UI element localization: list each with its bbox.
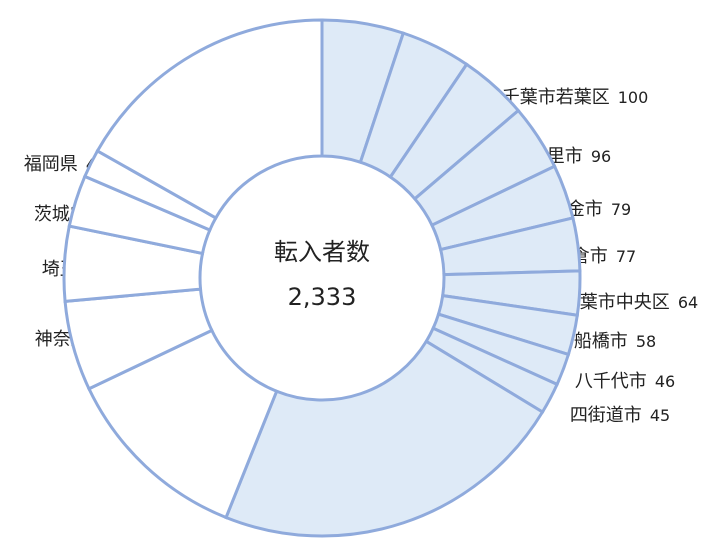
slice-value: 64 (678, 293, 698, 312)
slice-name: 船橋市 (574, 331, 628, 352)
slice-label: 船橋市 58 (574, 331, 656, 352)
center-title: 転入者数 (274, 238, 370, 266)
slice-value: 58 (636, 332, 656, 351)
slice-name: 四街道市 (570, 405, 642, 426)
slice (95, 18, 324, 220)
slice-value: 96 (591, 147, 611, 166)
slice-name: 福岡県 (24, 154, 78, 175)
slices (62, 18, 582, 538)
slice-value: 45 (650, 406, 670, 425)
slice-name: 千葉市若葉区 (502, 87, 610, 108)
slice-label: 八千代市 46 (575, 371, 675, 392)
center-total: 2,333 (288, 283, 357, 311)
slice-value: 46 (655, 372, 675, 391)
slice-label: 千葉市中央区 64 (562, 292, 698, 313)
slice-label: 四街道市 45 (570, 405, 670, 426)
slice-value: 79 (611, 200, 631, 219)
slice (86, 328, 279, 520)
slice-label: 千葉市若葉区 100 (502, 87, 649, 108)
slice-name: 千葉市中央区 (562, 292, 670, 313)
slice-name: 八千代市 (575, 371, 647, 392)
slice-value: 77 (616, 247, 636, 266)
slice-value: 100 (618, 88, 649, 107)
slice (224, 339, 545, 538)
